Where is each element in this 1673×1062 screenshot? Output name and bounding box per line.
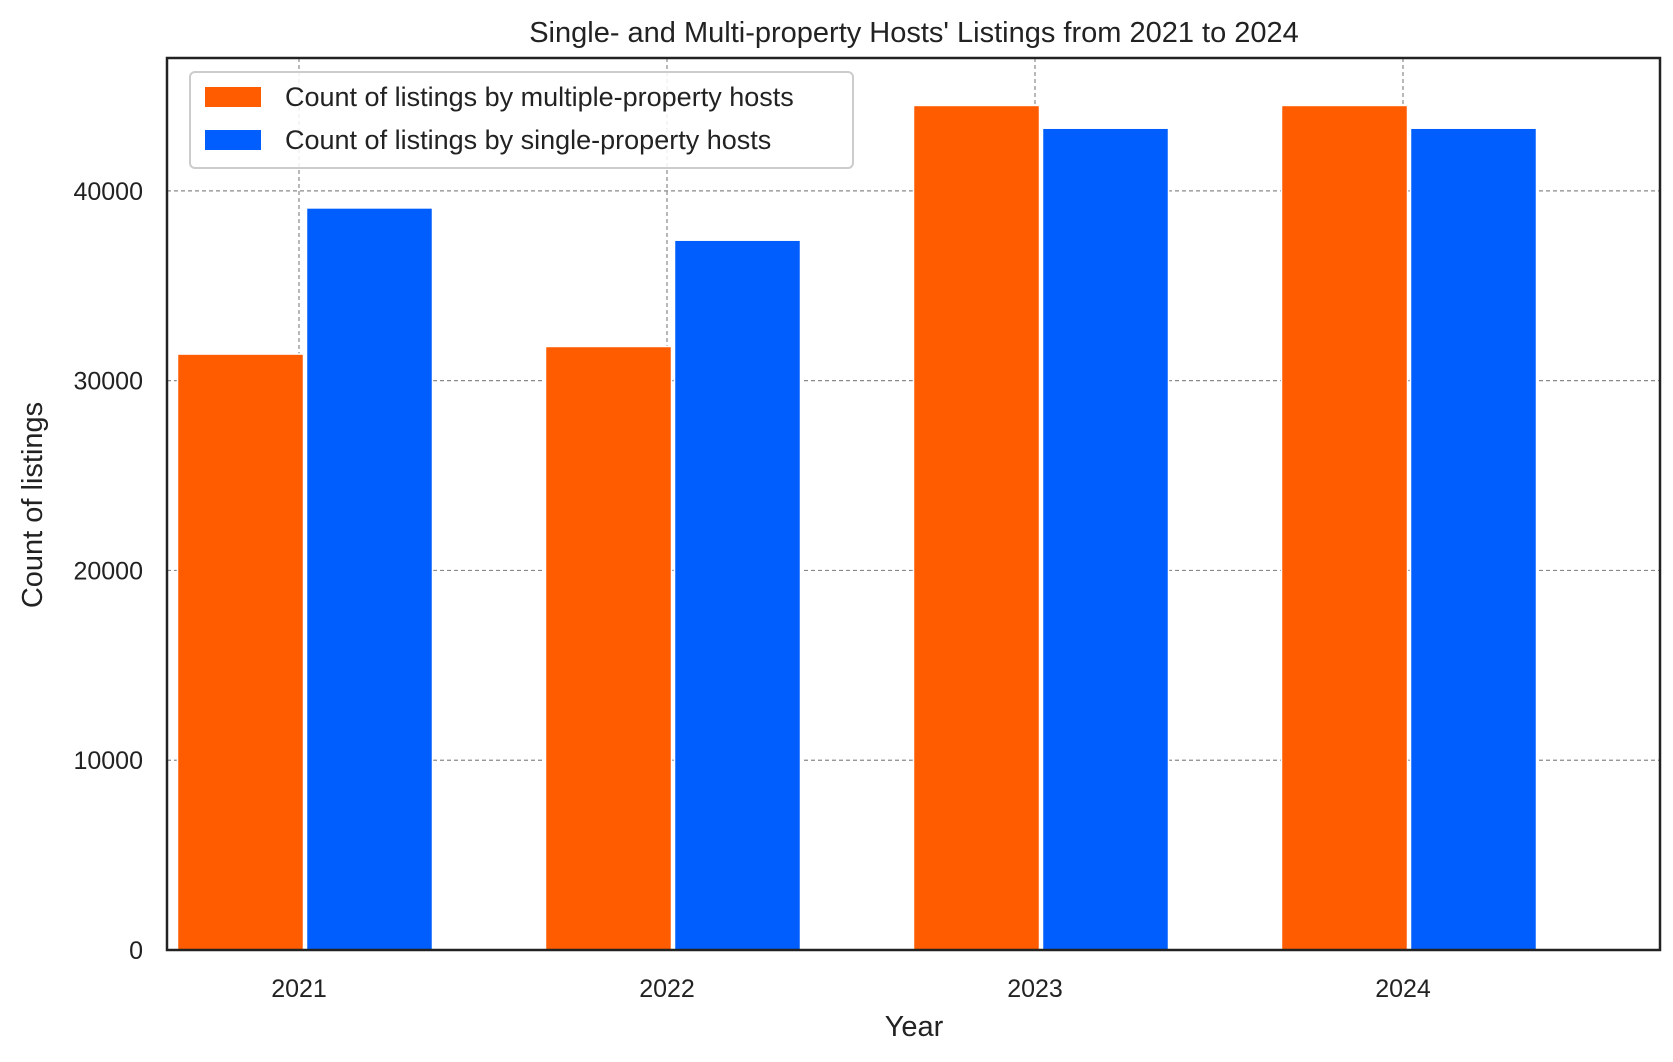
legend-box [189, 71, 854, 169]
x-tick-label: 2023 [1007, 975, 1063, 1003]
x-tick-label: 2024 [1375, 975, 1431, 1003]
legend: Count of listings by multiple-property h… [189, 71, 854, 169]
y-axis-label: Count of listings [17, 402, 49, 608]
y-tick-label: 10000 [73, 747, 143, 775]
bars [176, 104, 1538, 951]
chart-title: Single- and Multi-property Hosts' Listin… [529, 17, 1299, 49]
bar-multi-2022 [544, 345, 673, 951]
legend-swatch [205, 130, 261, 150]
x-axis-label: Year [885, 1011, 944, 1043]
bar-multi-2024 [1280, 104, 1409, 951]
bar-multi-2021 [176, 353, 305, 951]
y-tick-label: 20000 [73, 557, 143, 585]
x-tick-label: 2022 [639, 975, 695, 1003]
legend-label: Count of listings by single-property hos… [285, 125, 771, 155]
bar-multi-2023 [912, 104, 1041, 951]
x-tick-label: 2021 [271, 975, 327, 1003]
y-tick-label: 30000 [73, 368, 143, 396]
plot-frame [165, 56, 1662, 952]
y-tick-label: 0 [129, 937, 143, 965]
bar-single-2023 [1041, 127, 1170, 951]
y-axis-ticks: 0 10000 20000 30000 40000 [73, 178, 143, 965]
bar-single-2024 [1409, 127, 1538, 951]
y-tick-label: 40000 [73, 178, 143, 206]
legend-label: Count of listings by multiple-property h… [285, 82, 794, 112]
x-axis-ticks: 2021 2022 2023 2024 [271, 975, 1431, 1003]
bar-single-2021 [305, 207, 434, 951]
legend-swatch [205, 87, 261, 107]
bar-single-2022 [673, 239, 802, 951]
